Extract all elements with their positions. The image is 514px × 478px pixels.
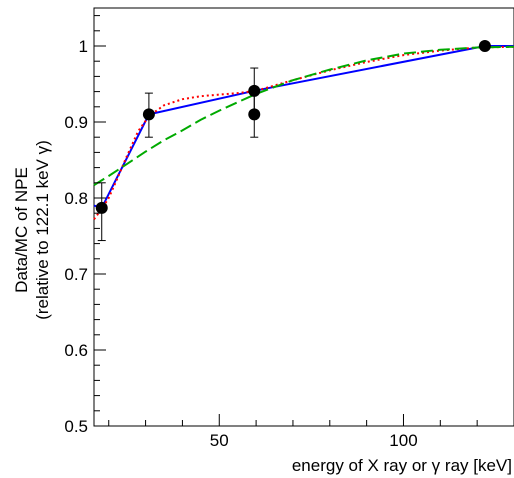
data-point (478, 40, 491, 52)
series-line-solid (93, 45, 514, 210)
x-axis-label: energy of X ray or γ ray [keV] (292, 456, 512, 475)
y-axis-label: Data/MC of NPE (relative to 122.1 keV γ) (12, 140, 52, 320)
ticks-layer: 0.5 0.6 0.7 0.8 0.9 1 50 100 (64, 15, 514, 450)
data-point (95, 201, 108, 214)
series-line-dotted (93, 45, 514, 220)
y-tick-label: 0.6 (64, 341, 88, 360)
plot-frame (93, 7, 514, 427)
series-line-dashed (93, 45, 514, 186)
data-point (248, 108, 261, 121)
y-tick-label: 1 (79, 37, 88, 56)
y-tick-label: 0.7 (64, 265, 88, 284)
y-tick-label: 0.8 (64, 189, 88, 208)
y-axis-label-line1: Data/MC of NPE (12, 167, 31, 293)
data-point (142, 108, 155, 121)
data-point (248, 84, 261, 97)
y-axis-label-line2: (relative to 122.1 keV γ) (33, 140, 52, 320)
x-tick-label: 50 (210, 431, 229, 450)
x-tick-label: 100 (389, 431, 417, 450)
points-layer (95, 40, 491, 242)
series-layer (93, 45, 514, 220)
y-tick-label: 0.5 (64, 417, 88, 436)
y-tick-label: 0.9 (64, 113, 88, 132)
